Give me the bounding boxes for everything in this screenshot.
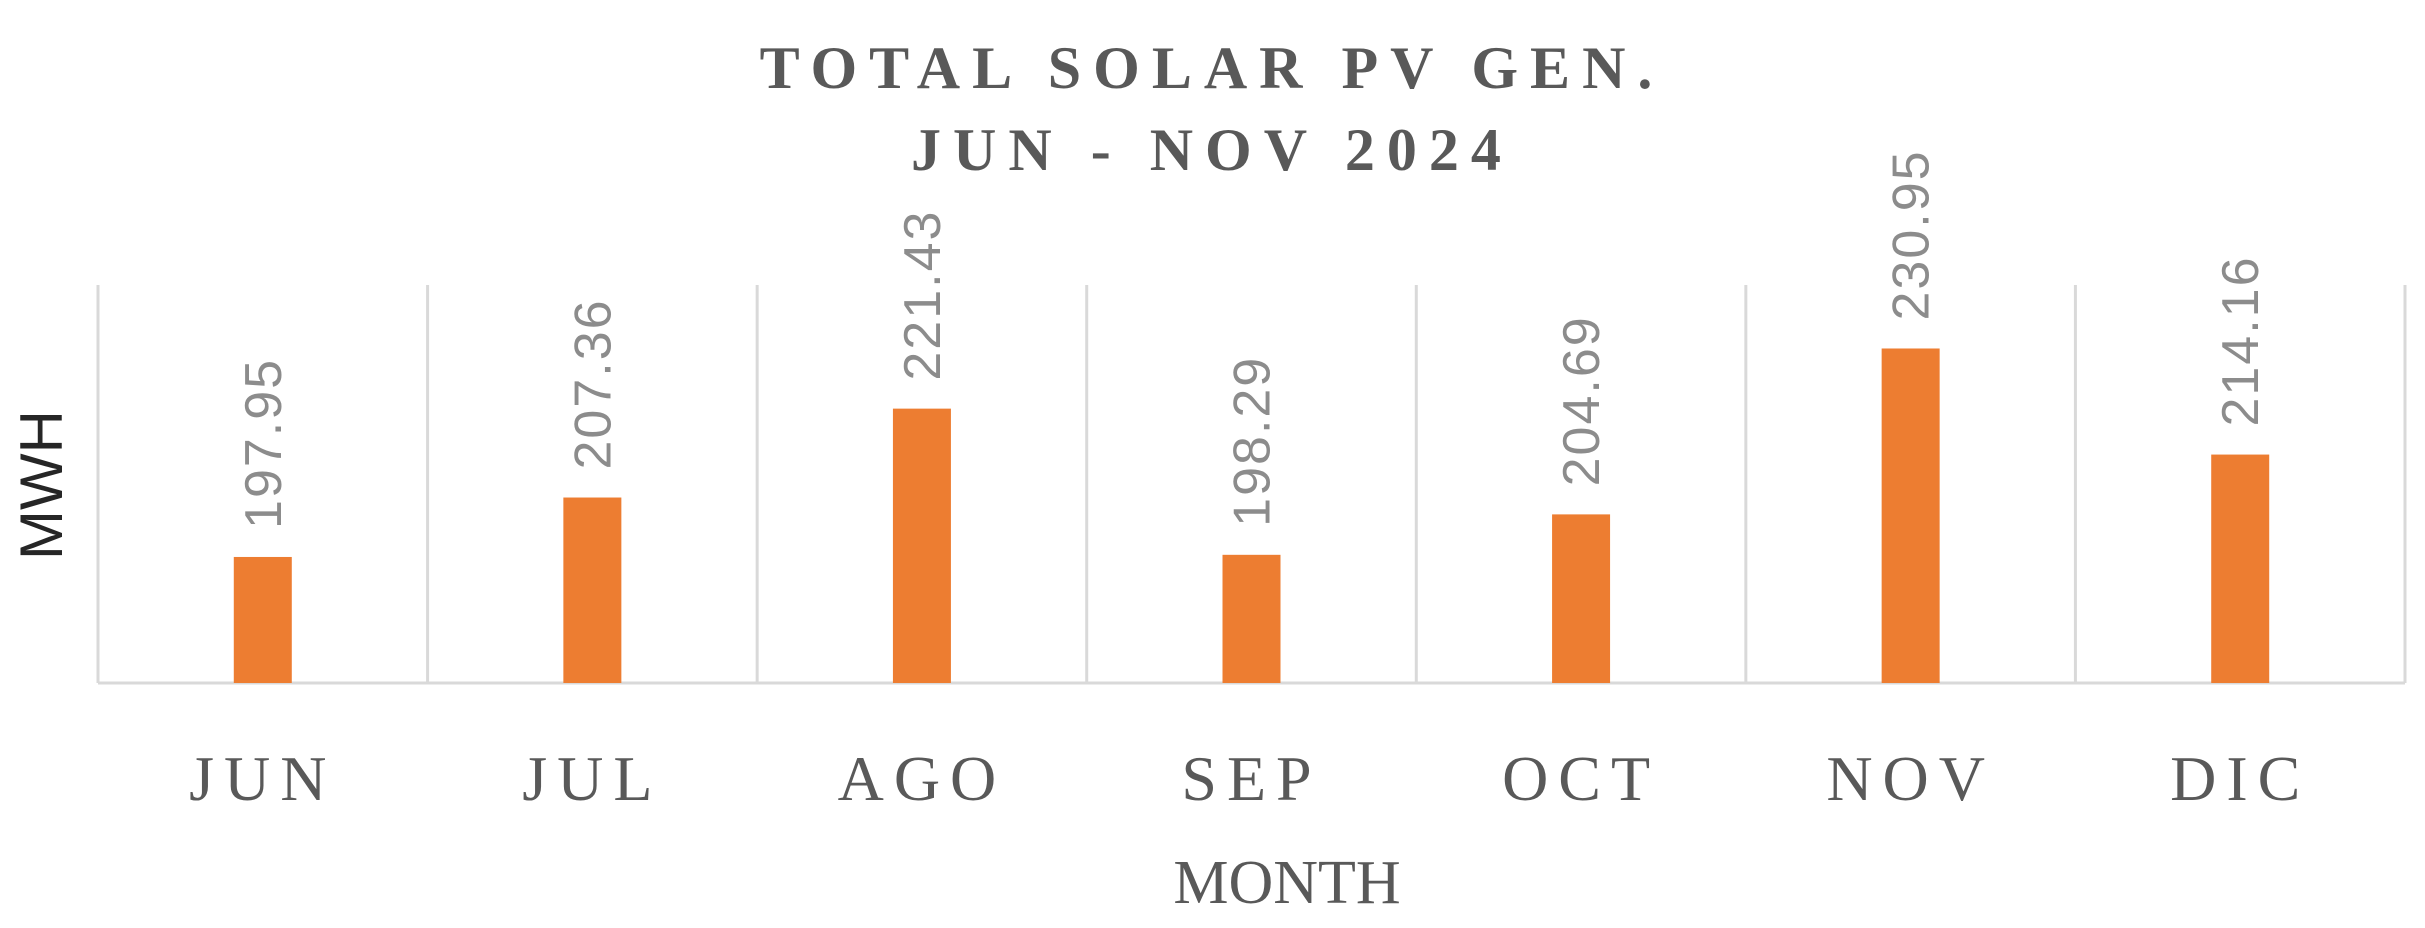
bar-jun bbox=[233, 556, 292, 683]
x-tick-label-oct: OCT bbox=[1502, 743, 1660, 814]
x-tick-label-ago: AGO bbox=[838, 743, 1007, 814]
bar-ago bbox=[892, 408, 951, 683]
bar-jul bbox=[563, 497, 622, 683]
x-tick-label-jun: JUN bbox=[189, 743, 336, 814]
y-axis-label: MWH bbox=[8, 410, 75, 560]
bar-sep bbox=[1222, 554, 1281, 683]
data-label-dic: 214.16 bbox=[2212, 256, 2270, 427]
data-label-sep: 198.29 bbox=[1224, 356, 1282, 527]
x-tick-labels: JUN JUL AGO SEP OCT NOV DIC bbox=[189, 743, 2310, 814]
data-label-jul: 207.36 bbox=[564, 298, 622, 469]
data-label-jun: 197.95 bbox=[235, 358, 293, 529]
bars bbox=[233, 348, 2270, 683]
x-tick-label-jul: JUL bbox=[522, 743, 662, 814]
bar-oct bbox=[1552, 514, 1611, 683]
x-tick-label-sep: SEP bbox=[1181, 743, 1321, 814]
x-tick-label-dic: DIC bbox=[2170, 743, 2310, 814]
data-label-oct: 204.69 bbox=[1553, 315, 1611, 486]
x-tick-label-nov: NOV bbox=[1826, 743, 1995, 814]
bar-dic bbox=[2211, 454, 2270, 683]
bar-nov bbox=[1881, 348, 1940, 683]
data-label-ago: 221.43 bbox=[894, 210, 952, 381]
x-axis-label: MONTH bbox=[1173, 849, 1400, 917]
chart-title-line-2: JUN - NOV 2024 bbox=[911, 117, 1513, 183]
data-labels: 197.95 207.36 221.43 198.29 204.69 230.95 214.… bbox=[235, 149, 2270, 529]
data-label-nov: 230.95 bbox=[1883, 149, 1941, 320]
chart-title-line-1: TOTAL SOLAR PV GEN. bbox=[760, 35, 1665, 101]
